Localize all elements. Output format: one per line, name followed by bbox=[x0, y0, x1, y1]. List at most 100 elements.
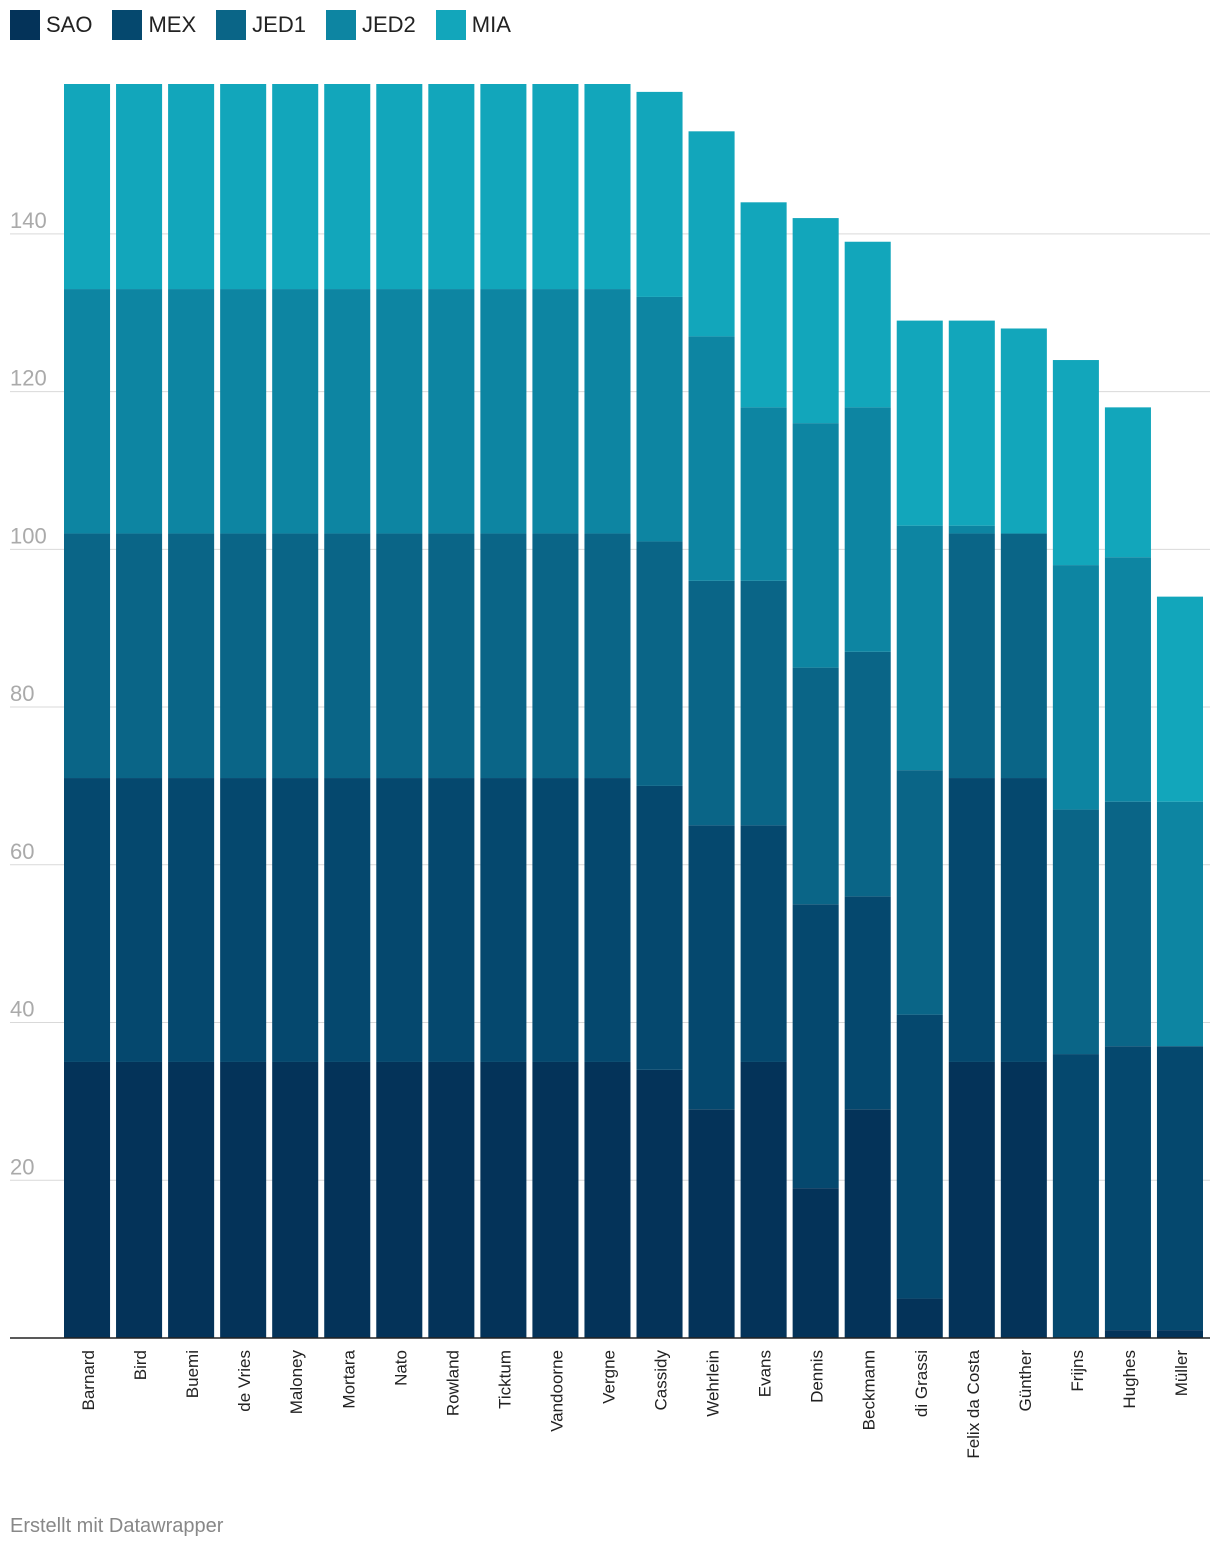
bar-segment-jed2 bbox=[636, 296, 683, 542]
bar-segment-jed2 bbox=[532, 289, 579, 534]
bar-segment-jed2 bbox=[948, 525, 995, 534]
bar-segment-mex bbox=[428, 778, 475, 1062]
bar-segment-mex bbox=[896, 1014, 943, 1299]
bar-segment-jed2 bbox=[428, 289, 475, 534]
bar-segment-mex bbox=[636, 785, 683, 1070]
bar-segment-mex bbox=[1156, 1046, 1203, 1331]
bar-segment-mia bbox=[324, 84, 371, 290]
bar-segment-mia bbox=[948, 320, 995, 526]
bar-segment-mex bbox=[792, 904, 839, 1189]
bar-segment-mia bbox=[740, 202, 787, 408]
bar-segment-mia bbox=[844, 241, 891, 408]
bar-segment-mex bbox=[1052, 1054, 1099, 1338]
bar-segment-jed1 bbox=[532, 533, 579, 779]
bar-segment-jed1 bbox=[896, 770, 943, 1015]
bar-segment-sao bbox=[220, 1061, 267, 1338]
bar-segment-jed1 bbox=[116, 533, 163, 779]
x-tick-label: Felix da Costa bbox=[964, 1349, 983, 1458]
bar-segment-jed1 bbox=[1104, 801, 1151, 1047]
bar-segment-jed2 bbox=[116, 289, 163, 534]
bar-segment-sao bbox=[376, 1061, 423, 1338]
bar-segment-sao bbox=[428, 1061, 475, 1338]
bar-segment-mia bbox=[636, 91, 683, 297]
bar-segment-sao bbox=[636, 1069, 683, 1338]
bar-segment-jed2 bbox=[896, 525, 943, 771]
bar-segment-mex bbox=[1000, 778, 1047, 1062]
bar-segment-sao bbox=[272, 1061, 319, 1338]
bar-segment-mex bbox=[844, 896, 891, 1110]
bar-segment-sao bbox=[64, 1061, 111, 1338]
bar-segment-mex bbox=[948, 778, 995, 1062]
bar-segment-mia bbox=[532, 84, 579, 290]
x-tick-label: Frijns bbox=[1068, 1350, 1087, 1392]
y-tick-label: 20 bbox=[10, 1154, 34, 1179]
x-tick-label: Hughes bbox=[1120, 1350, 1139, 1409]
bar-segment-jed2 bbox=[220, 289, 267, 534]
bar-segment-sao bbox=[480, 1061, 527, 1338]
bar-segment-jed1 bbox=[168, 533, 215, 779]
bar-segment-mex bbox=[64, 778, 111, 1062]
y-tick-label: 140 bbox=[10, 208, 47, 233]
bar-segment-mia bbox=[1156, 596, 1203, 802]
bar-segment-mex bbox=[480, 778, 527, 1062]
x-tick-label: Beckmann bbox=[860, 1350, 879, 1430]
bar-segment-mia bbox=[584, 84, 631, 290]
legend-swatch bbox=[216, 10, 247, 40]
x-tick-label: Evans bbox=[756, 1350, 775, 1397]
bar-segment-jed1 bbox=[324, 533, 371, 779]
bar-segment-mia bbox=[1104, 407, 1151, 558]
bar-segment-sao bbox=[1104, 1330, 1151, 1338]
legend-swatch bbox=[112, 10, 143, 40]
bar-segment-jed2 bbox=[844, 407, 891, 652]
bar-segment-mex bbox=[532, 778, 579, 1062]
bar-segment-jed1 bbox=[272, 533, 319, 779]
bar-segment-jed2 bbox=[1156, 801, 1203, 1047]
bar-segment-jed2 bbox=[688, 336, 735, 581]
bar-segment-sao bbox=[1000, 1061, 1047, 1338]
x-tick-label: Vergne bbox=[599, 1350, 618, 1404]
bar-segment-mia bbox=[168, 84, 215, 290]
legend-item-jed1: JED1 bbox=[216, 10, 306, 40]
bar-segment-mex bbox=[584, 778, 631, 1062]
bar-segment-sao bbox=[792, 1188, 839, 1338]
footer-credit: Erstellt mit Datawrapper bbox=[10, 1515, 224, 1537]
bar-segment-mia bbox=[272, 84, 319, 290]
bar-segment-sao bbox=[324, 1061, 371, 1338]
x-tick-label: Bird bbox=[131, 1350, 150, 1380]
bar-segment-jed2 bbox=[324, 289, 371, 534]
stacked-bar-chart: 20 40 60 80 100 120 140 Barnard Bird Buemi de Vrie… bbox=[10, 84, 1210, 1459]
x-tick-label: Barnard bbox=[79, 1350, 98, 1410]
bar-segment-jed1 bbox=[740, 580, 787, 826]
bar-segment-jed2 bbox=[1052, 565, 1099, 810]
x-tick-label: Ticktum bbox=[495, 1350, 514, 1409]
y-tick-label: 120 bbox=[10, 366, 47, 391]
bar-segment-jed1 bbox=[844, 651, 891, 897]
y-tick-label: 100 bbox=[10, 523, 47, 548]
x-tick-label: Mortara bbox=[339, 1349, 358, 1408]
bar-segment-sao bbox=[584, 1061, 631, 1338]
legend-item-sao: SAO bbox=[10, 10, 92, 40]
bar-segment-mia bbox=[64, 84, 111, 290]
bar-segment-jed2 bbox=[64, 289, 111, 534]
bar-segment-sao bbox=[740, 1061, 787, 1338]
y-tick-label: 40 bbox=[10, 997, 34, 1022]
bar-segment-jed1 bbox=[636, 541, 683, 786]
x-tick-label: Müller bbox=[1172, 1350, 1191, 1397]
legend-item-jed2: JED2 bbox=[325, 10, 416, 40]
legend-swatch bbox=[10, 10, 40, 40]
x-tick-label: Buemi bbox=[183, 1350, 202, 1398]
bar-segment-sao bbox=[896, 1298, 943, 1338]
x-tick-label: Dennis bbox=[808, 1350, 827, 1403]
bar-segment-sao bbox=[168, 1061, 215, 1338]
bar-segment-mia bbox=[688, 131, 735, 337]
bar-segment-jed2 bbox=[1104, 557, 1151, 802]
bar-segment-jed2 bbox=[168, 289, 215, 534]
bar-segment-jed1 bbox=[1000, 533, 1047, 779]
bar-segment-mia bbox=[896, 320, 943, 526]
bar-segment-sao bbox=[948, 1061, 995, 1338]
bar-segment-mex bbox=[116, 778, 163, 1062]
bar-segment-mex bbox=[168, 778, 215, 1062]
y-tick-label: 60 bbox=[10, 839, 34, 864]
bar-segment-jed2 bbox=[376, 289, 423, 534]
y-tick-label: 80 bbox=[10, 681, 34, 706]
